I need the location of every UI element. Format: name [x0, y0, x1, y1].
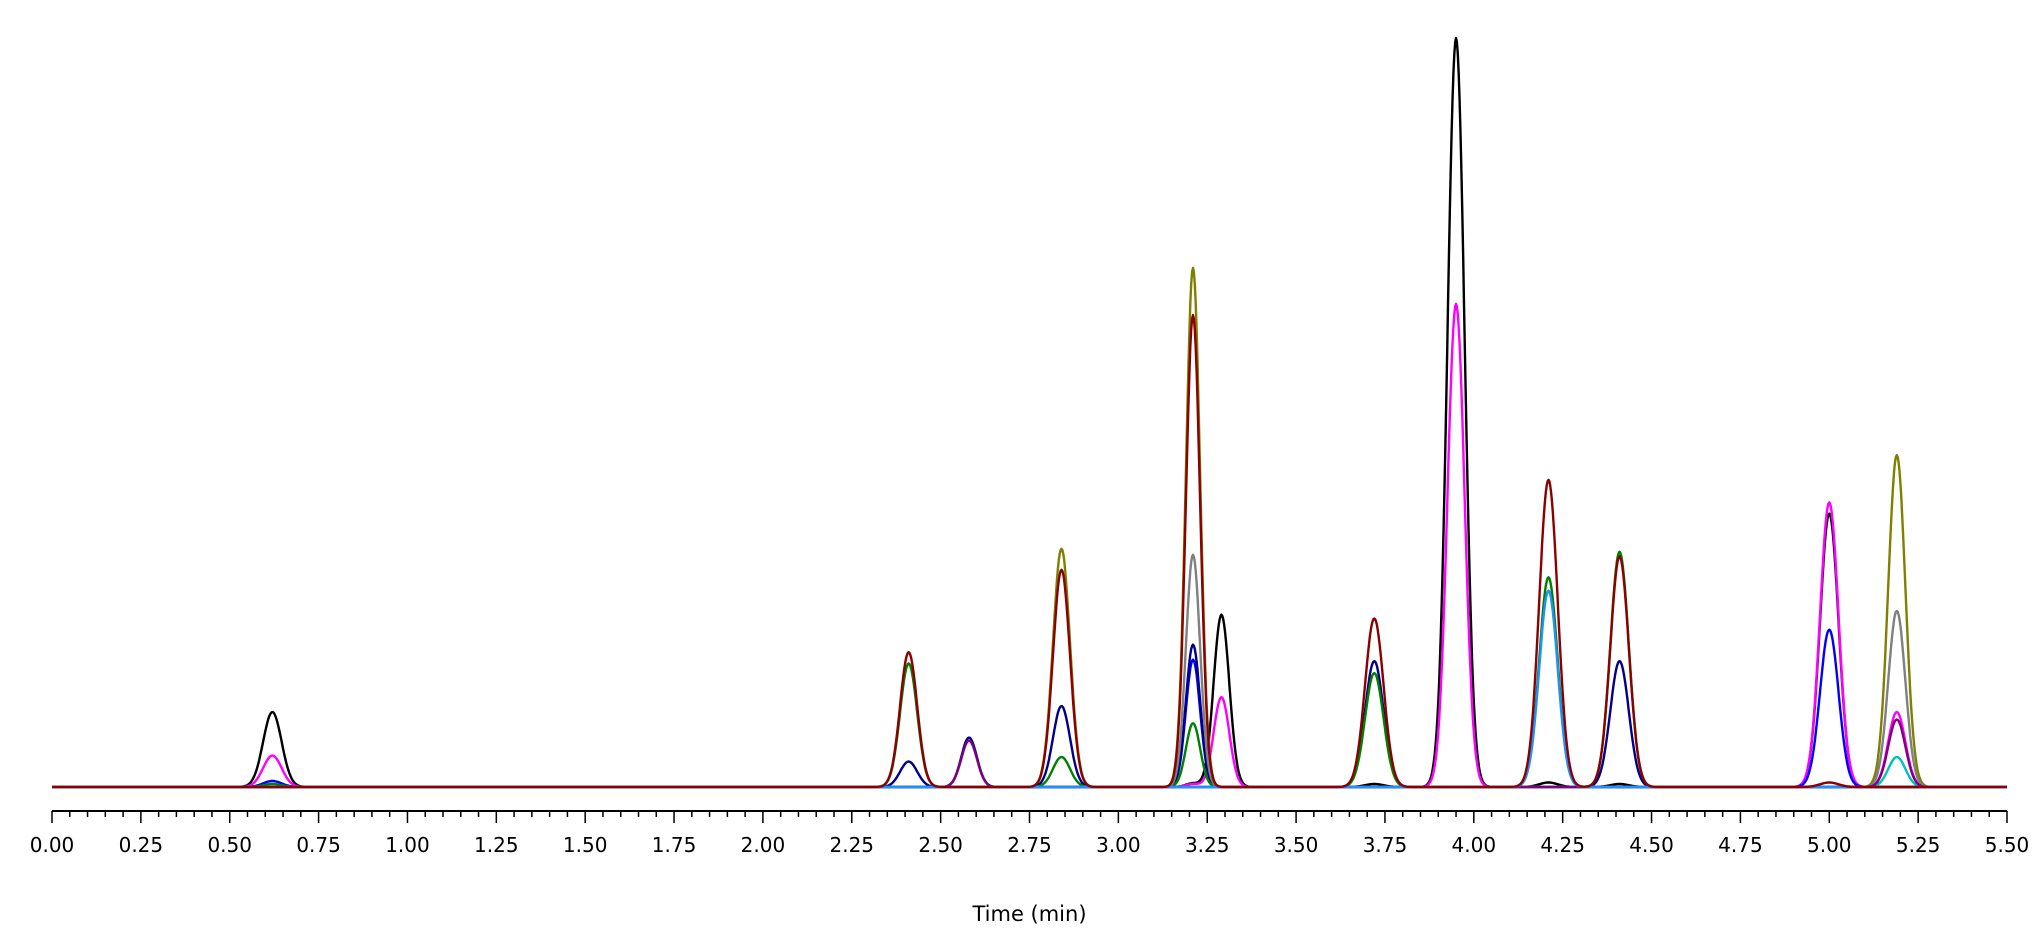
x-tick-label: 0.75: [296, 833, 341, 857]
x-tick-label: 3.50: [1274, 833, 1319, 857]
series-line-10: [51, 589, 2008, 789]
series-line-3: [51, 628, 2008, 789]
series-line-9: [51, 718, 2008, 789]
x-tick-label: 0.50: [207, 833, 252, 857]
series-line-7: [51, 553, 2008, 789]
x-tick-label: 5.50: [1985, 833, 2030, 857]
x-tick-label: 4.75: [1718, 833, 1763, 857]
series-line-8: [51, 755, 2008, 789]
series-line-6: [51, 266, 2008, 789]
x-tick-label: 4.50: [1629, 833, 1674, 857]
x-tick-label: 5.25: [1896, 833, 1941, 857]
series-layer: [51, 36, 2008, 789]
x-tick-label: 3.00: [1096, 833, 1141, 857]
x-tick-label: 1.50: [563, 833, 608, 857]
series-line-5: [51, 550, 2008, 789]
series-line-2: [51, 302, 2008, 789]
x-tick-label: 0.00: [30, 833, 75, 857]
x-axis-ticks: 0.00 0.25 0.50 0.75 1.00 1.25 1.50 1.75 2.00 2.25…: [30, 811, 2030, 857]
series-line-1: [51, 36, 2008, 789]
x-axis-title: Time (min): [971, 902, 1086, 926]
x-tick-label: 0.25: [119, 833, 164, 857]
x-tick-label: 3.25: [1185, 833, 1230, 857]
x-tick-label: 5.00: [1807, 833, 1852, 857]
series-line-11: [51, 313, 2008, 789]
x-tick-label: 1.00: [385, 833, 430, 857]
x-tick-label: 1.25: [474, 833, 519, 857]
x-tick-label: 4.00: [1452, 833, 1497, 857]
series-line-4: [51, 643, 2008, 789]
x-tick-label: 2.00: [741, 833, 786, 857]
x-tick-label: 2.25: [830, 833, 875, 857]
x-tick-label: 2.50: [918, 833, 963, 857]
x-tick-label: 3.75: [1363, 833, 1408, 857]
x-tick-label: 1.75: [652, 833, 697, 857]
x-tick-label: 2.75: [1007, 833, 1052, 857]
x-tick-label: 4.25: [1540, 833, 1585, 857]
